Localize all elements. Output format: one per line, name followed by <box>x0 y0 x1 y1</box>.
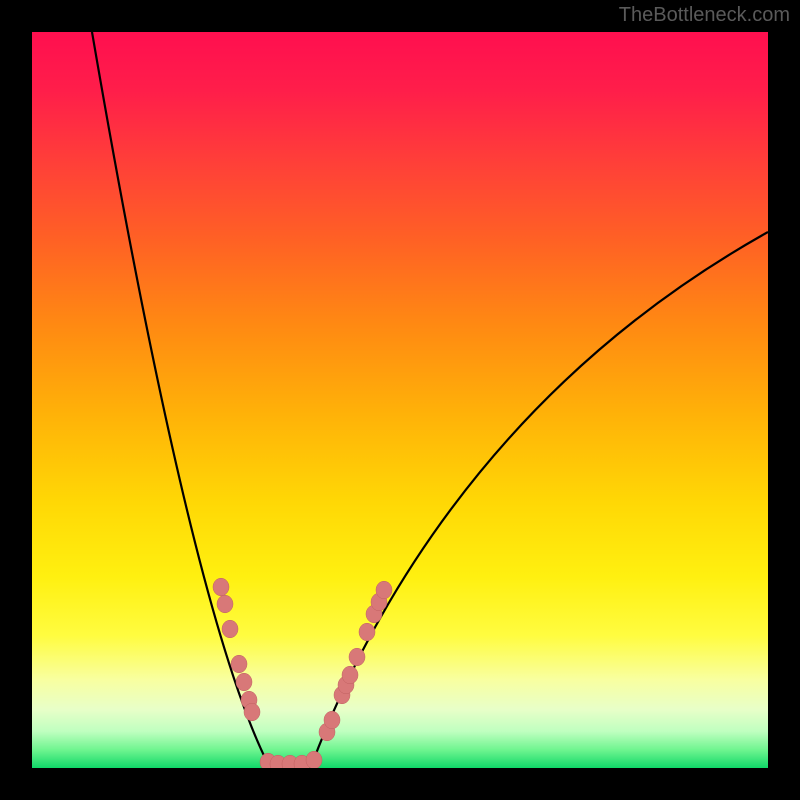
data-marker <box>359 623 375 641</box>
data-marker <box>342 666 358 684</box>
data-marker <box>213 578 229 596</box>
bottleneck-curve <box>32 32 768 768</box>
data-marker <box>324 711 340 729</box>
data-marker <box>376 581 392 599</box>
data-marker <box>349 648 365 666</box>
data-marker <box>231 655 247 673</box>
data-marker <box>217 595 233 613</box>
chart-plot-area <box>32 32 768 768</box>
data-marker <box>244 703 260 721</box>
data-marker <box>236 673 252 691</box>
data-marker <box>222 620 238 638</box>
data-marker <box>306 751 322 768</box>
watermark-text: TheBottleneck.com <box>619 4 790 27</box>
